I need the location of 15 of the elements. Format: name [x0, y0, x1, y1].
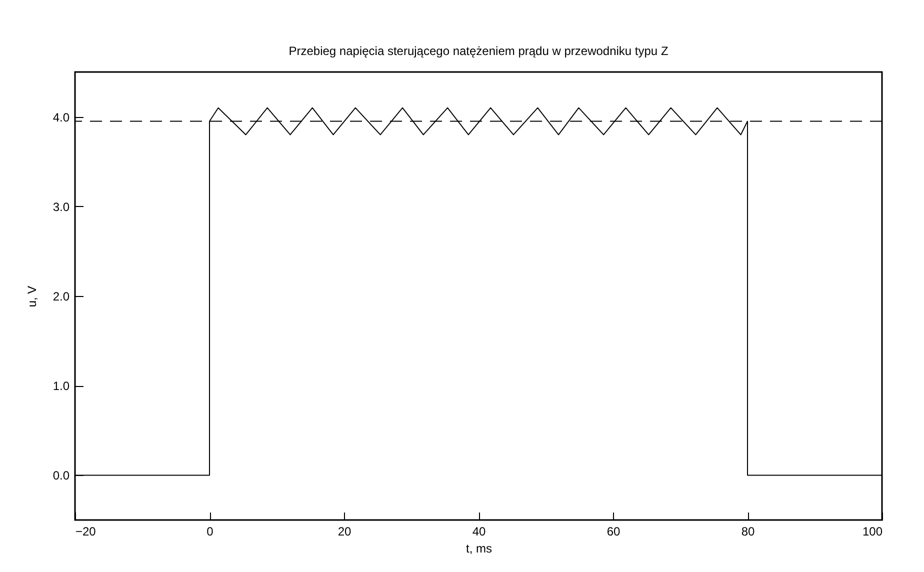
- x-tick-label: 20: [338, 524, 352, 538]
- x-tick-label: 0: [206, 524, 214, 538]
- x-tick-label: −20: [76, 524, 96, 538]
- y-tick-label: 1.0: [52, 379, 70, 394]
- y-tick-label: 3.0: [52, 200, 70, 214]
- x-tick-label: 60: [606, 524, 620, 538]
- x-tick-label: 80: [741, 524, 755, 538]
- chart-title: Przebieg napięcia sterującego natężeniem prądu w przewodniku typu Z: [288, 44, 668, 58]
- y-axis-title: u, V: [24, 286, 39, 308]
- y-tick-label: 0.0: [52, 468, 70, 483]
- x-tick-label: 100: [862, 524, 883, 538]
- x-axis-title: t, ms: [466, 542, 492, 556]
- y-tick-label: 4.0: [52, 110, 70, 124]
- x-tick-label: 40: [472, 524, 486, 538]
- y-tick-label: 2.0: [52, 290, 70, 304]
